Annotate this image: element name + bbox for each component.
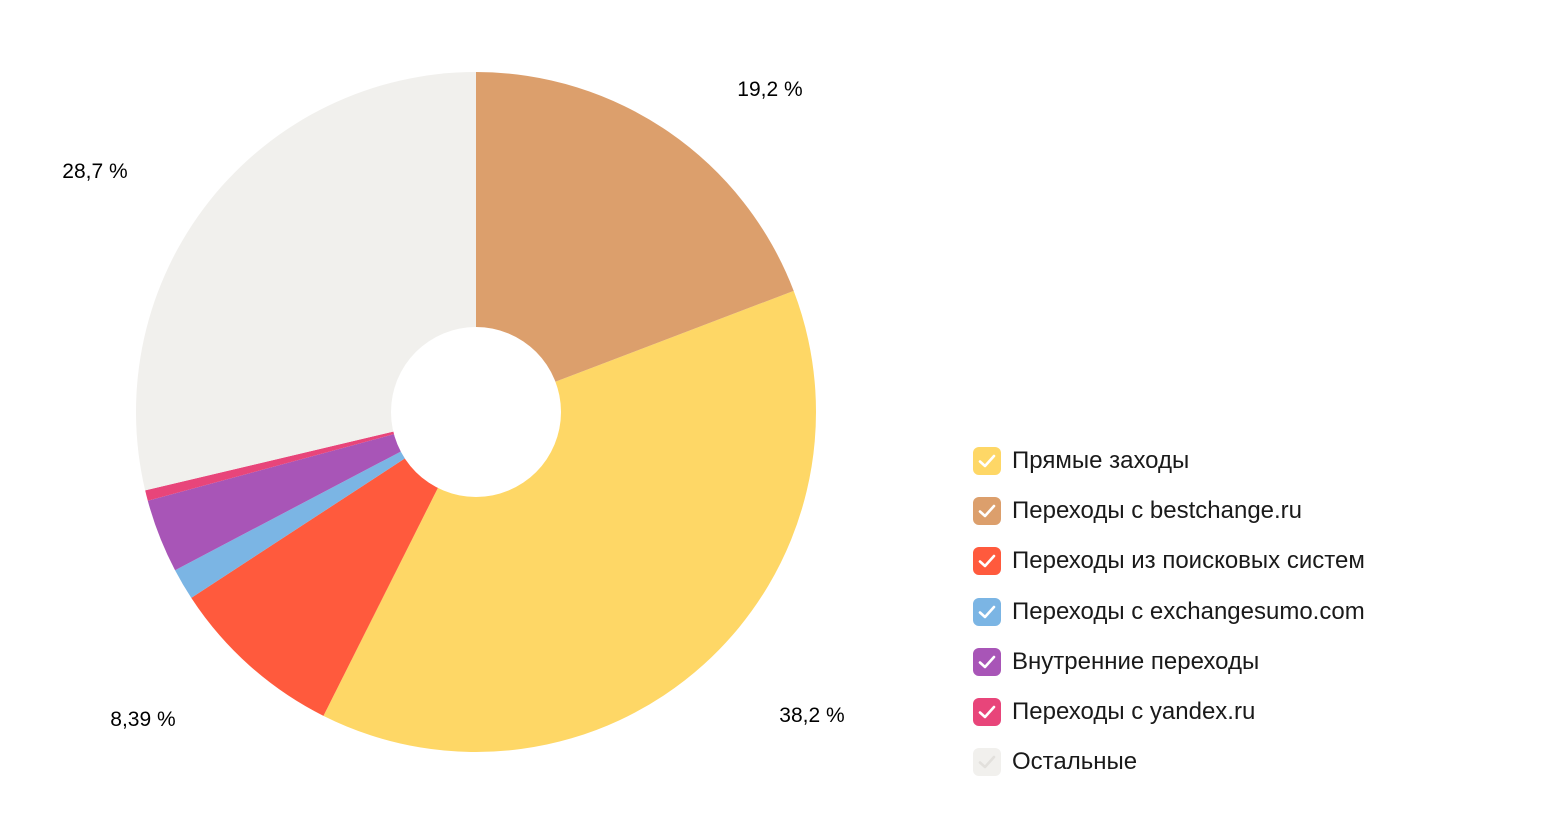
legend-label: Переходы с yandex.ru (1012, 698, 1256, 726)
pie-slices (135, 72, 816, 753)
slice-label-прямые-заходы: 38,2 % (779, 704, 844, 727)
pie-slice-переходы-из-поисковых-систем[interactable] (191, 412, 476, 716)
legend-checkbox-icon[interactable] (973, 748, 1001, 777)
donut-hole (391, 327, 561, 497)
legend-item-переходы-с-exchangesumo-com[interactable]: Переходы с exchangesumo.com (960, 587, 1430, 637)
pie-slice-остальные[interactable] (135, 72, 476, 491)
legend-item-переходы-из-поисковых-систем[interactable]: Переходы из поисковых систем (960, 536, 1430, 586)
legend-checkbox-icon[interactable] (973, 497, 1001, 526)
legend-item-остальные[interactable]: Остальные (960, 737, 1430, 787)
legend-item-прямые-заходы[interactable]: Прямые заходы (960, 436, 1430, 486)
pie-slice-прямые-заходы[interactable] (323, 290, 816, 753)
legend-checkbox-icon[interactable] (973, 698, 1001, 727)
legend-checkbox-icon[interactable] (973, 447, 1001, 476)
legend: Прямые заходы Переходы с bestchange.ru Пер… (960, 436, 1430, 787)
legend-checkbox-icon[interactable] (973, 547, 1001, 576)
legend-label: Переходы из поисковых систем (1012, 547, 1365, 575)
slice-label-переходы-из-поисковых-систем: 8,39 % (110, 708, 175, 731)
legend-label: Прямые заходы (1012, 447, 1190, 475)
pie-slice-внутренние-переходы[interactable] (147, 412, 477, 571)
legend-item-внутренние-переходы[interactable]: Внутренние переходы (960, 637, 1430, 687)
pie-slice-переходы-с-exchangesumo-com[interactable] (175, 412, 476, 598)
pie-slice-переходы-с-yandex-ru[interactable] (145, 412, 476, 501)
legend-checkbox-icon[interactable] (973, 597, 1001, 626)
legend-label: Остальные (1012, 748, 1138, 776)
legend-label: Внутренние переходы (1012, 647, 1260, 675)
slice-label-переходы-с-bestchange-ru: 19,2 % (737, 78, 802, 101)
legend-label: Переходы с bestchange.ru (1012, 497, 1303, 525)
slice-label-остальные: 28,7 % (62, 160, 127, 183)
legend-item-переходы-с-bestchange-ru[interactable]: Переходы с bestchange.ru (960, 486, 1430, 536)
pie-slice-переходы-с-bestchange-ru[interactable] (476, 72, 794, 412)
legend-checkbox-icon[interactable] (973, 647, 1001, 676)
legend-label: Переходы с exchangesumo.com (1012, 597, 1365, 625)
slice-labels: 38,2 % 8,39 % 28,7 % 19,2 % (62, 78, 844, 731)
legend-item-переходы-с-yandex-ru[interactable]: Переходы с yandex.ru (960, 687, 1430, 737)
